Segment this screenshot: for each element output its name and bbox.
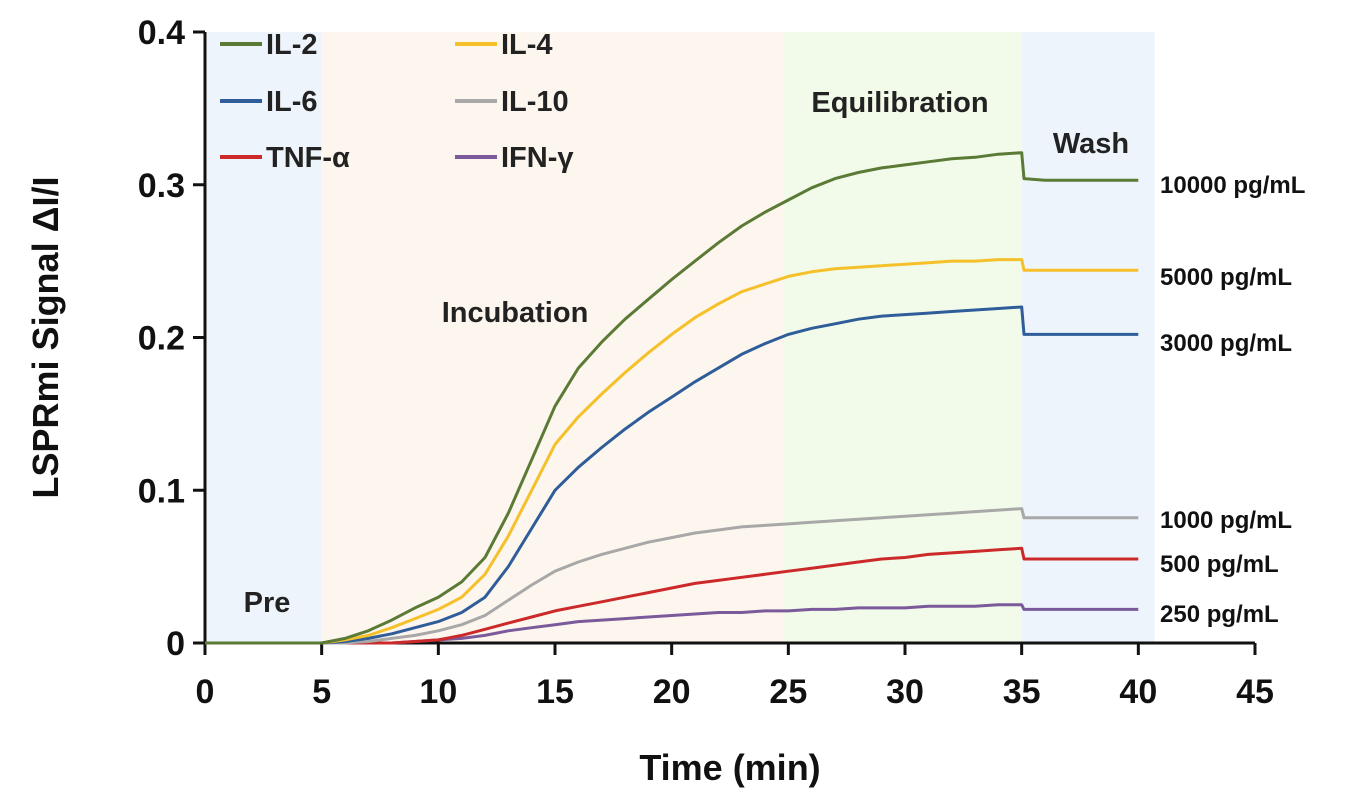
x-tick-label: 25 — [769, 673, 807, 711]
x-tick-label: 40 — [1119, 673, 1157, 711]
concentration-label-5: 250 pg/mL — [1160, 601, 1279, 628]
series-line-4 — [205, 546, 1139, 645]
legend-label-5: IFN-γ — [501, 142, 574, 174]
x-tick-label: 35 — [1003, 673, 1041, 711]
concentration-label-2: 3000 pg/mL — [1160, 330, 1292, 357]
series-line-3 — [205, 507, 1139, 645]
x-tick-label: 15 — [536, 673, 574, 711]
series-line-1 — [205, 258, 1139, 645]
x-axis-ticks: 0 5 10 15 20 25 30 35 40 45 — [196, 643, 1274, 711]
legend-label-3: IL-10 — [501, 86, 569, 118]
phase-bands — [205, 32, 1155, 643]
series-lines — [205, 151, 1139, 645]
series-line-2 — [205, 305, 1139, 645]
concentration-label-3: 1000 pg/mL — [1160, 507, 1292, 534]
y-tick-label: 0.4 — [138, 14, 185, 52]
y-axis-ticks: 0 0.1 0.2 0.3 0.4 — [138, 14, 205, 663]
legend-label-0: IL-2 — [266, 29, 318, 61]
concentration-labels: 10000 pg/mL 5000 pg/mL 3000 pg/mL 1000 pg/m… — [1160, 172, 1305, 628]
x-tick-label: 20 — [653, 673, 691, 711]
concentration-label-4: 500 pg/mL — [1160, 551, 1279, 578]
phase-label-3: Wash — [1053, 128, 1129, 160]
x-tick-label: 5 — [312, 673, 331, 711]
legend-label-1: IL-4 — [501, 29, 553, 61]
legend: IL-2 IL-4 IL-6 IL-10 TNF-α IFN-γ — [220, 29, 574, 174]
y-axis-title: LSPRmi Signal ΔI/I — [25, 177, 66, 499]
phase-band-1 — [321, 32, 784, 643]
x-axis-title: Time (min) — [639, 747, 820, 788]
phase-label-2: Equilibration — [811, 87, 988, 119]
x-tick-label: 30 — [886, 673, 924, 711]
series-line-0 — [205, 151, 1139, 645]
concentration-label-1: 5000 pg/mL — [1160, 264, 1292, 291]
phase-band-2 — [783, 32, 1022, 643]
phase-band-0 — [205, 32, 322, 643]
x-tick-label: 0 — [196, 673, 215, 711]
phase-band-3 — [1021, 32, 1155, 643]
x-tick-label: 45 — [1236, 673, 1274, 711]
y-tick-label: 0.2 — [138, 320, 185, 358]
concentration-label-0: 10000 pg/mL — [1160, 172, 1305, 199]
phase-labels: Pre Incubation Equilibration Wash — [244, 87, 1130, 619]
x-tick-label: 10 — [419, 673, 457, 711]
y-tick-label: 0.3 — [138, 167, 185, 205]
phase-label-0: Pre — [244, 587, 291, 619]
y-tick-label: 0.1 — [138, 472, 185, 510]
phase-label-1: Incubation — [442, 297, 589, 329]
legend-label-4: TNF-α — [266, 142, 350, 174]
y-tick-label: 0 — [166, 625, 185, 663]
legend-label-2: IL-6 — [266, 86, 318, 118]
